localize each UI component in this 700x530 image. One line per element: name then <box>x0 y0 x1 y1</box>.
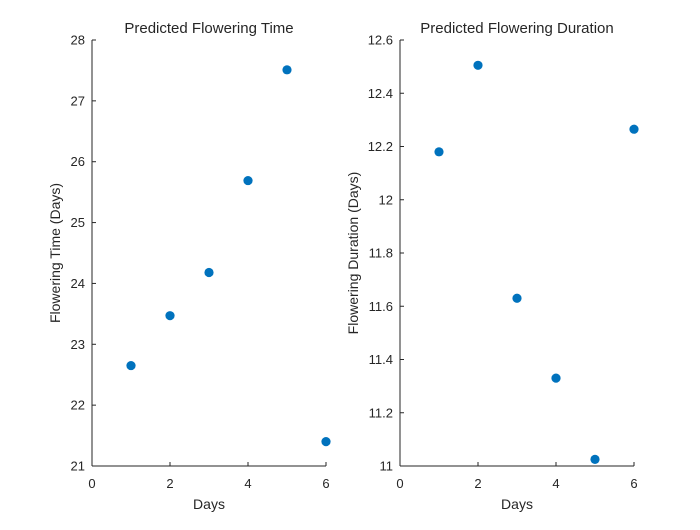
y-tick-label: 12.2 <box>368 139 393 154</box>
x-axis-label: Days <box>193 496 225 512</box>
chart-title: Predicted Flowering Duration <box>420 20 613 37</box>
data-point <box>512 293 522 303</box>
y-axis-label: Flowering Duration (Days) <box>345 172 361 335</box>
y-tick-label: 23 <box>71 337 85 352</box>
x-tick-label: 0 <box>396 476 403 491</box>
y-tick-label: 22 <box>71 398 85 413</box>
data-point <box>126 360 136 371</box>
data-point <box>629 124 639 134</box>
x-tick-label: 4 <box>244 476 251 491</box>
y-tick-label: 11.4 <box>369 352 393 367</box>
y-tick-label: 28 <box>71 33 85 48</box>
y-tick-label: 11.2 <box>369 405 393 420</box>
chart-panel-2: 0 2 4 6 11 11.2 11.4 11.6 11.8 12 12.2 12.4 12.6 Pred… <box>345 20 639 512</box>
data-point <box>204 267 214 278</box>
data-point <box>434 147 444 157</box>
x-tick-label: 0 <box>88 476 95 491</box>
y-tick-label: 11.6 <box>369 299 393 314</box>
data-point <box>165 311 175 321</box>
data-point <box>282 65 292 75</box>
x-tick-label: 2 <box>474 476 481 491</box>
y-tick-label: 26 <box>71 154 85 169</box>
x-axis-label: Days <box>501 496 533 512</box>
y-tick-label: 25 <box>71 215 85 230</box>
x-tick-label: 2 <box>166 476 173 491</box>
chart-title: Predicted Flowering Time <box>124 20 293 37</box>
y-tick-label: 11.8 <box>369 246 393 261</box>
data-point <box>321 437 331 447</box>
data-point <box>473 60 483 70</box>
data-point <box>551 373 561 383</box>
y-tick-label: 27 <box>71 93 85 108</box>
x-tick-label: 4 <box>552 476 559 491</box>
data-point <box>243 175 253 186</box>
y-tick-label: 12.6 <box>368 33 393 48</box>
y-tick-label: 12.4 <box>368 86 393 101</box>
x-tick-label: 6 <box>630 476 637 491</box>
y-tick-label: 21 <box>71 459 85 474</box>
data-point <box>590 454 600 464</box>
x-tick-label: 6 <box>322 476 329 491</box>
y-tick-label: 24 <box>71 276 85 291</box>
y-tick-label: 12 <box>379 192 393 207</box>
y-tick-label: 11 <box>380 459 394 474</box>
y-axis-label: Flowering Time (Days) <box>47 183 63 323</box>
